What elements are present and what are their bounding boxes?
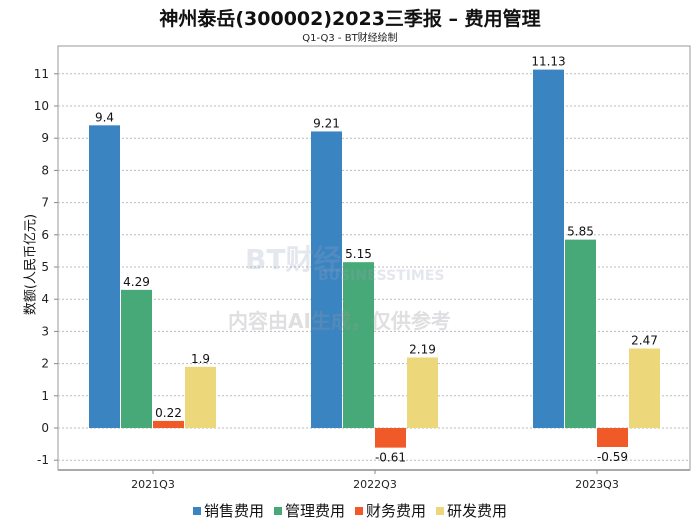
y-tick-label: 5	[41, 260, 49, 274]
bar-研发费用	[185, 366, 216, 428]
chart-subtitle: Q1-Q3 - BT财经绘制	[302, 33, 398, 44]
legend-item[interactable]: 销售费用	[192, 500, 264, 521]
x-tick-label: 2023Q3	[575, 478, 619, 491]
bar-管理费用	[121, 289, 152, 428]
y-tick-label: 8	[41, 163, 49, 177]
x-tick-label: 2021Q3	[131, 478, 175, 491]
data-label: 2.19	[409, 342, 436, 356]
y-tick-label: 11	[34, 67, 49, 81]
bar-研发费用	[629, 348, 660, 428]
data-label: 5.15	[345, 247, 372, 261]
y-tick-label: 9	[41, 131, 49, 145]
data-label: 11.13	[531, 55, 565, 69]
legend-swatch	[355, 506, 363, 515]
legend-swatch	[192, 506, 201, 515]
bar-管理费用	[343, 262, 374, 428]
y-tick-label: 4	[41, 292, 49, 306]
legend-label: 研发费用	[447, 502, 508, 520]
legend-item[interactable]: 财务费用	[355, 500, 426, 521]
data-label: 1.9	[191, 352, 210, 366]
data-label: 2.47	[631, 333, 658, 347]
watermark-notice: 内容由AI生成，仅供参考	[228, 309, 451, 333]
legend-label: 销售费用	[203, 502, 264, 520]
data-label: -0.61	[375, 451, 406, 465]
data-label: 9.21	[313, 116, 340, 130]
y-tick-label: 6	[41, 228, 49, 242]
bar-管理费用	[565, 239, 596, 428]
bar-财务费用	[597, 428, 628, 447]
data-label: 0.22	[155, 406, 182, 420]
legend-label: 管理费用	[284, 502, 345, 520]
y-tick-label: 0	[41, 421, 49, 435]
legend-label: 财务费用	[366, 502, 427, 520]
x-tick-label: 2022Q3	[353, 478, 397, 491]
bar-研发费用	[407, 357, 438, 428]
y-tick-label: 7	[41, 196, 49, 210]
data-label: 9.4	[95, 110, 114, 124]
legend-item[interactable]: 管理费用	[273, 500, 345, 521]
watermark-brand: BT财经	[245, 243, 342, 276]
watermark-brand-en: BUSINESSTIMES	[318, 268, 445, 284]
legend: 销售费用 管理费用 财务费用 研发费用	[0, 500, 700, 521]
legend-swatch	[436, 506, 445, 515]
data-label: -0.59	[597, 450, 628, 464]
data-label: 5.85	[567, 225, 594, 239]
bar-销售费用	[311, 131, 342, 429]
y-tick-label: 3	[41, 324, 49, 338]
legend-swatch	[273, 506, 282, 515]
data-label: 4.29	[123, 275, 150, 289]
legend-item[interactable]: 研发费用	[436, 500, 507, 521]
bar-财务费用	[153, 420, 184, 428]
y-tick-label: -1	[37, 453, 49, 467]
bar-销售费用	[89, 125, 120, 428]
bar-财务费用	[375, 428, 406, 448]
y-tick-label: 1	[41, 389, 49, 403]
y-tick-label: 2	[41, 357, 49, 371]
y-tick-label: 10	[34, 99, 49, 113]
chart-title: 神州泰岳(300002)2023三季报 – 费用管理	[159, 8, 541, 30]
bar-销售费用	[533, 69, 564, 428]
